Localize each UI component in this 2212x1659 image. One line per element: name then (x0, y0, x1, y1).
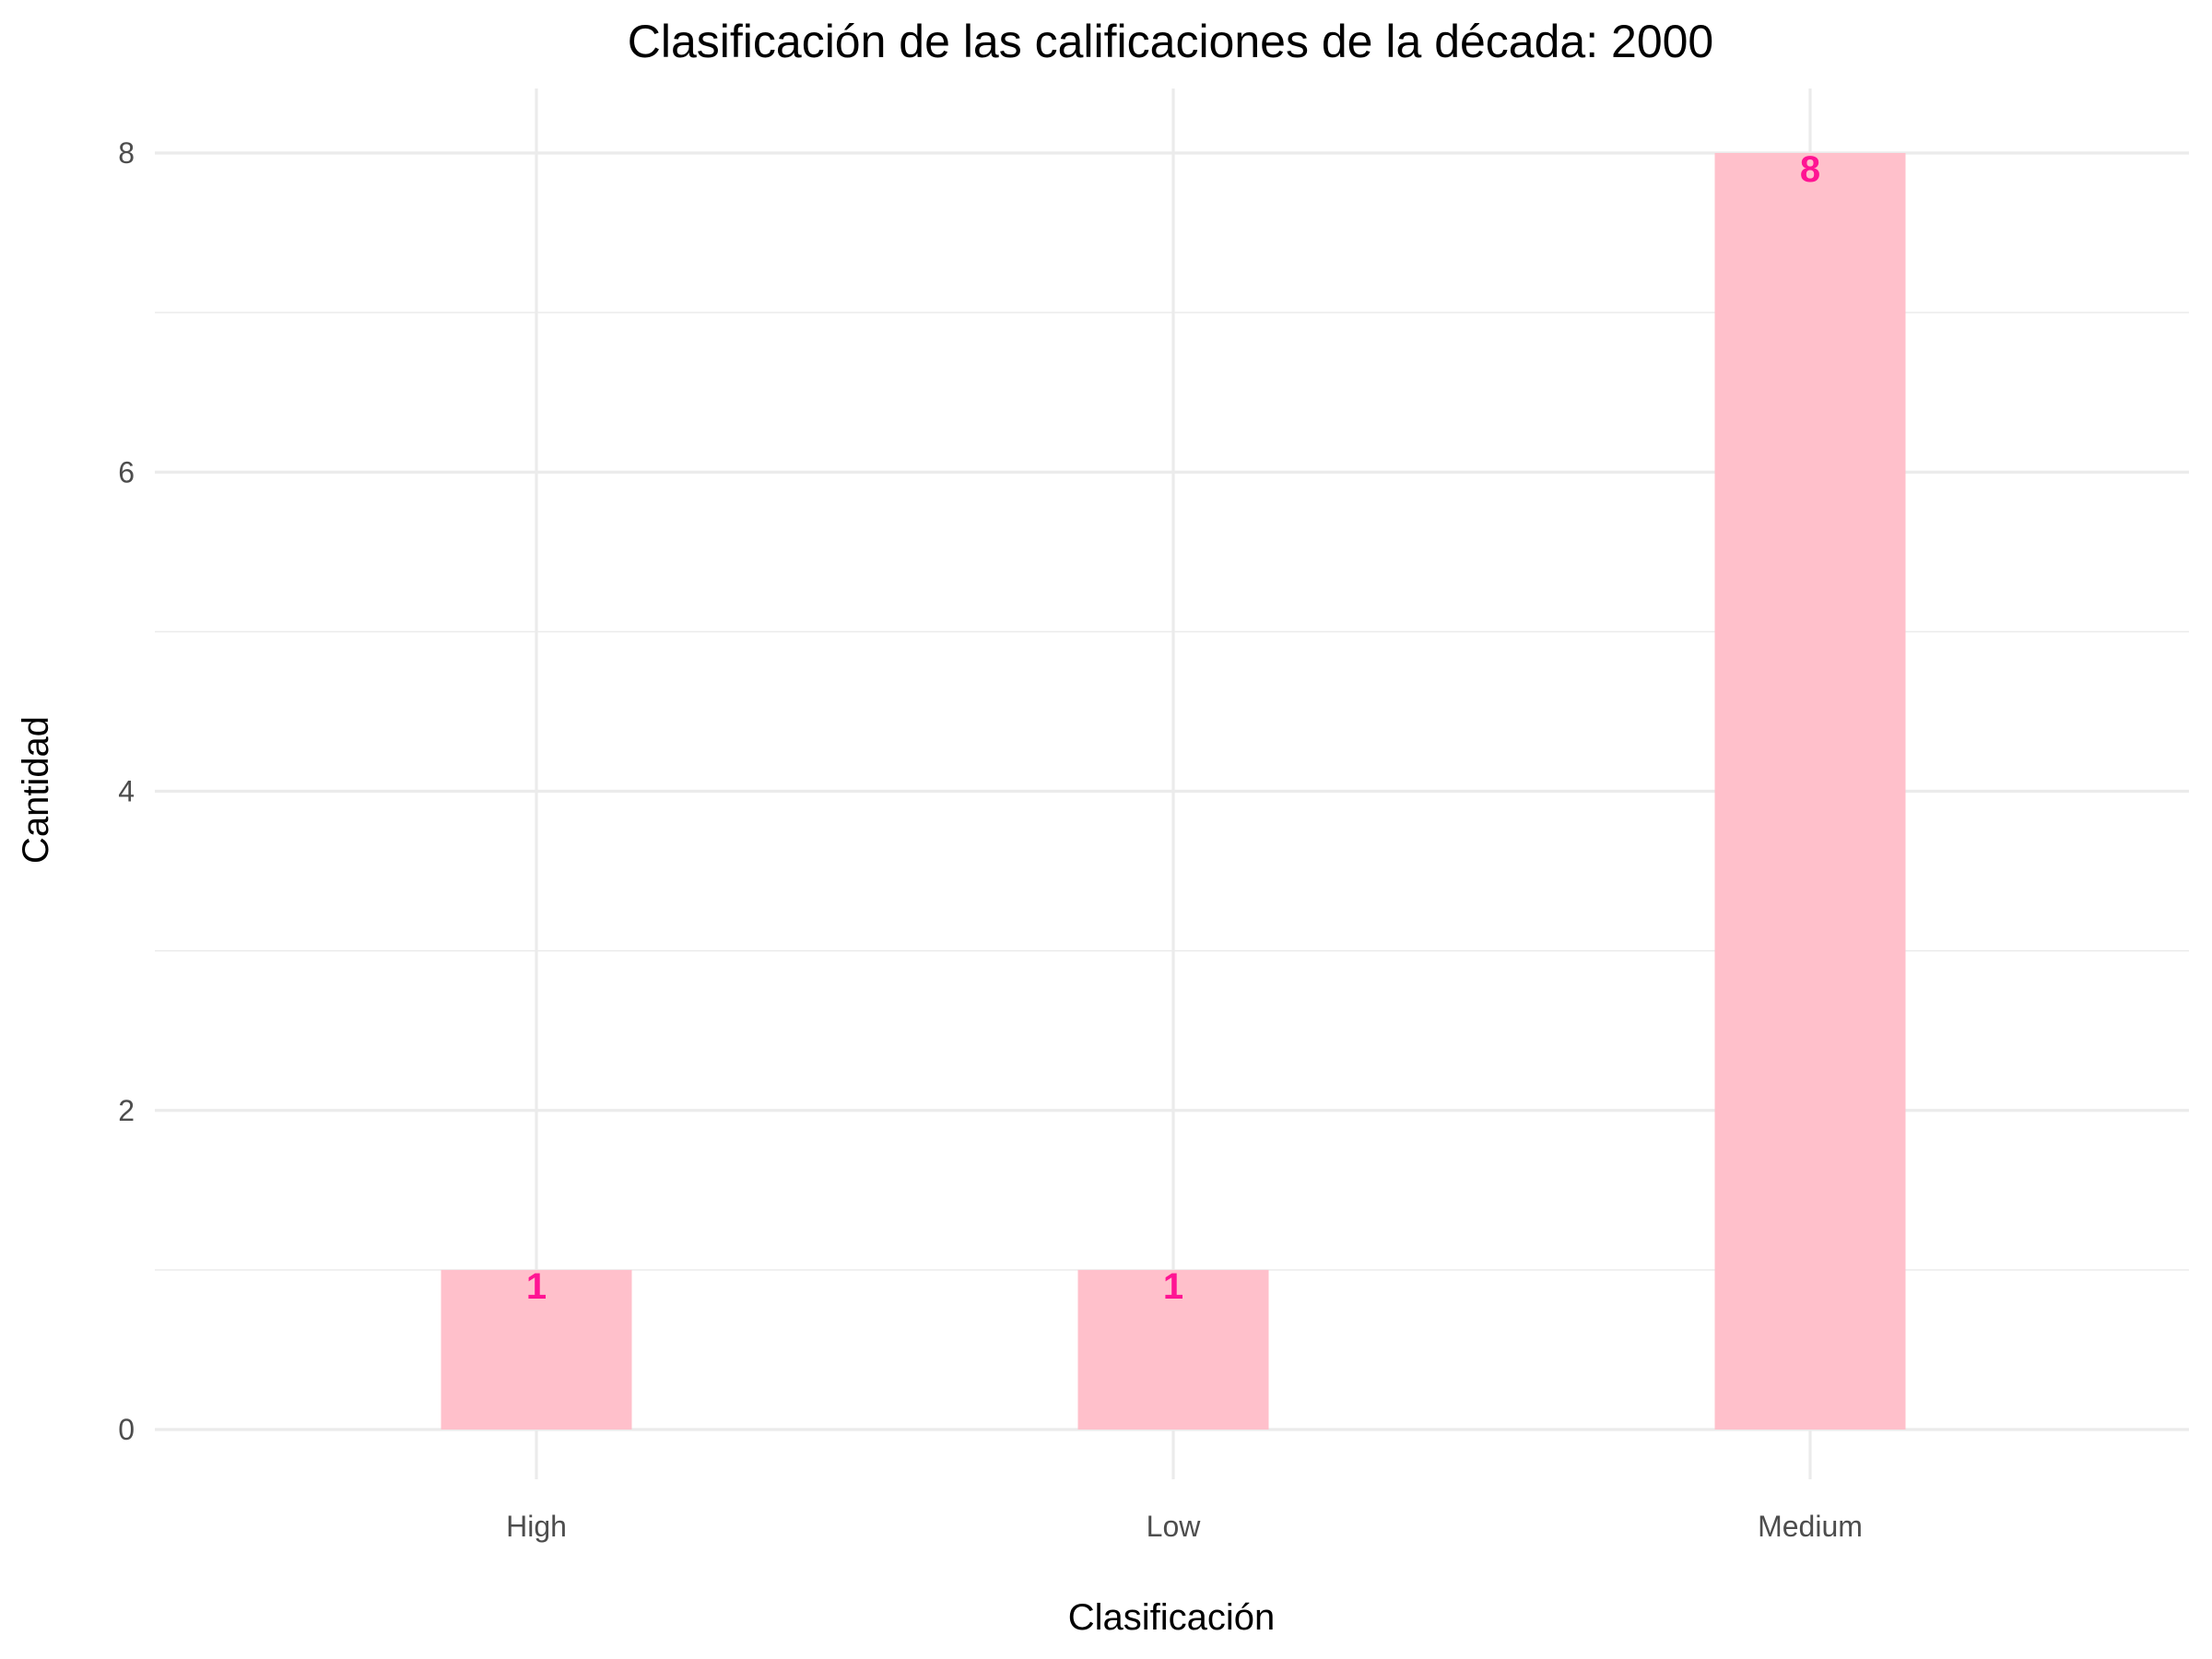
y-tick-label: 8 (118, 136, 135, 170)
data-labels: 1 1 8 (526, 149, 1820, 1307)
y-tick-label: 0 (118, 1413, 135, 1446)
chart-title: Clasificación de las calificaciones de l… (628, 16, 1714, 67)
bar-high (441, 1269, 632, 1430)
x-tick-label: Low (1147, 1510, 1202, 1543)
bar-low (1077, 1269, 1269, 1430)
data-label-low: 1 (1163, 1266, 1183, 1307)
x-axis-ticks: High Low Medium (506, 1510, 1863, 1543)
data-label-high: 1 (526, 1266, 547, 1307)
x-tick-label: High (506, 1510, 567, 1543)
bar-medium (1714, 153, 1906, 1430)
bars (441, 153, 1906, 1430)
y-tick-label: 2 (118, 1094, 135, 1127)
x-tick-label: Medium (1758, 1510, 1863, 1543)
y-axis-title: Cantidad (16, 716, 56, 864)
y-tick-label: 4 (118, 775, 135, 808)
data-label-medium: 8 (1800, 149, 1820, 190)
x-axis-title: Clasificación (1068, 1597, 1276, 1638)
y-tick-label: 6 (118, 455, 135, 488)
y-axis-ticks: 0 2 4 6 8 (118, 136, 135, 1446)
